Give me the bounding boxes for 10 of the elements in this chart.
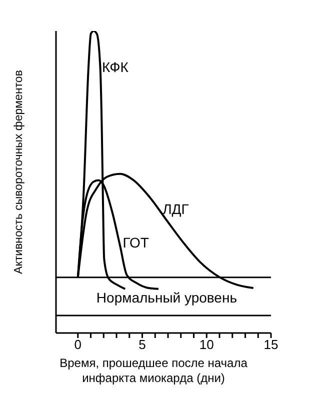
x-tick-label: 0	[74, 337, 82, 352]
x-tick-label: 15	[264, 337, 278, 352]
annotation: ГОТ	[122, 234, 150, 250]
x-tick-label: 10	[199, 337, 214, 352]
annotation: КФК	[102, 59, 130, 76]
x-tick-label: 5	[138, 337, 146, 352]
x-axis-title: Время, прошедшее после начала инфаркта миокарда (дни)	[60, 356, 248, 385]
annotation: Нормальный уровень	[96, 289, 238, 306]
y-axis-title: Активность сывороточных ферментов	[13, 70, 25, 274]
annotation: ЛДГ	[162, 201, 190, 218]
